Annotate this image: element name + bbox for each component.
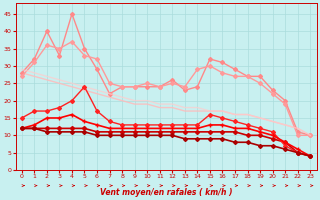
X-axis label: Vent moyen/en rafales ( km/h ): Vent moyen/en rafales ( km/h ) xyxy=(100,188,232,197)
